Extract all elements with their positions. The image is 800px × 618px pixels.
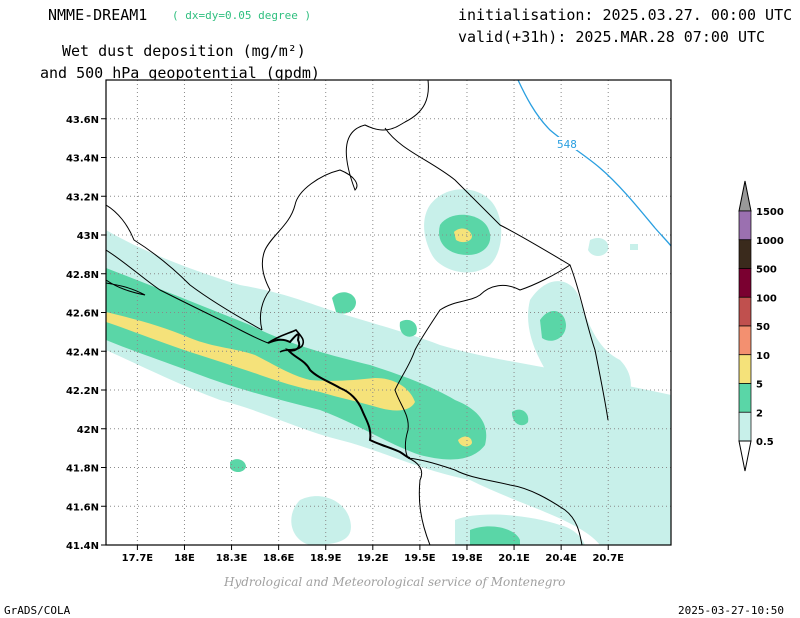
lon-label: 20.4E	[545, 553, 577, 564]
border-inland	[259, 80, 429, 331]
lon-label: 18.3E	[216, 553, 248, 564]
kotor-bay	[267, 328, 305, 353]
deposition-cell	[630, 244, 638, 250]
coast-croatia-2	[106, 279, 146, 296]
lat-label: 43.6N	[66, 115, 99, 126]
lon-label: 18.9E	[310, 553, 342, 564]
lat-label: 41.8N	[66, 464, 99, 475]
lat-label: 42.4N	[66, 347, 99, 358]
colorbar-level-label: 100	[756, 293, 777, 304]
latitude-axis: 43.6N 43.4N 43.2N 43N 42.8N 42.6N 42.4N 42.2N 42…	[66, 115, 106, 552]
lat-label: 43.2N	[66, 192, 99, 203]
deposition-patch-south	[291, 496, 351, 545]
generated-time: 2025-03-27-10:50	[678, 604, 784, 617]
colorbar-segment	[738, 354, 752, 384]
credit-text: Hydrological and Meteorological service …	[224, 575, 566, 589]
lat-label: 43.4N	[66, 154, 99, 165]
deposition-patch-2d	[540, 310, 566, 341]
colorbar-segment	[738, 383, 752, 413]
coast-albania	[407, 457, 431, 545]
deposition-patch-2f	[230, 459, 246, 473]
colorbar-legend: 1500 1000 500 100 50 10 5 2 0.5	[738, 180, 784, 472]
lat-label: 41.6N	[66, 502, 99, 513]
border-kosovo-albania	[569, 264, 609, 421]
colorbar-level-label: 5	[756, 380, 763, 391]
lat-label: 42.8N	[66, 270, 99, 281]
colorbar-top-arrow	[738, 180, 752, 212]
colorbar-level-label: 50	[756, 322, 770, 333]
map-title-line2: and 500 hPa geopotential (gpdm)	[40, 64, 320, 82]
lat-label: 42.6N	[66, 309, 99, 320]
longitude-axis: 17.7E 18E 18.3E 18.6E 18.9E 19.2E 19.5E 19.8E 20…	[122, 545, 624, 564]
colorbar-level-label: 2	[756, 408, 763, 419]
resolution-note: ( dx=dy=0.05 degree )	[172, 9, 312, 22]
deposition-patch-2b	[332, 292, 356, 314]
lon-label: 18E	[174, 553, 195, 564]
border-bih-montenegro	[106, 204, 263, 331]
lon-label: 20.7E	[592, 553, 624, 564]
country-borders	[106, 80, 609, 545]
border-albania	[394, 389, 409, 459]
colorbar-level-label: 500	[756, 265, 777, 276]
colorbar-segment	[738, 325, 752, 356]
colorbar-level-label: 0.5	[756, 437, 774, 448]
geopotential-contour-548	[517, 80, 671, 247]
border-south	[407, 457, 583, 545]
colorbar-segment	[738, 411, 752, 442]
colorbar-segment	[738, 268, 752, 298]
valid-time: valid(+31h): 2025.MAR.28 07:00 UTC	[458, 28, 766, 46]
lon-label: 19.2E	[357, 553, 389, 564]
model-name: NMME-DREAM1	[48, 6, 148, 24]
lon-label: 18.6E	[263, 553, 295, 564]
lat-label: 42.2N	[66, 386, 99, 397]
contour-label: 548	[557, 138, 577, 151]
colorbar-segment	[738, 210, 752, 241]
coast-croatia	[106, 249, 269, 344]
deposition-patch-ne	[588, 238, 609, 256]
montenegro-coast	[267, 333, 411, 459]
deposition-patch-2c	[399, 319, 417, 337]
colorbar-segment	[738, 296, 752, 327]
lon-label: 20.1E	[498, 553, 530, 564]
contour-label-bg	[553, 137, 577, 150]
deposition-shading	[106, 189, 671, 545]
colorbar-segment	[738, 239, 752, 269]
lon-label: 19.5E	[404, 553, 436, 564]
border-serbia	[384, 127, 571, 391]
lon-label: 19.8E	[451, 553, 483, 564]
colorbar-level-label: 1000	[756, 236, 784, 247]
lat-label: 41.4N	[66, 541, 99, 552]
colorbar-bottom-arrow	[738, 440, 752, 472]
deposition-band-2	[106, 268, 487, 460]
deposition-patch-2e	[470, 526, 520, 545]
software-label: GrADS/COLA	[4, 604, 71, 617]
lon-label: 17.7E	[122, 553, 154, 564]
map-title-line1: Wet dust deposition (mg/m²)	[62, 42, 306, 60]
deposition-patch-5c	[458, 436, 472, 447]
deposition-patch-2g	[512, 409, 529, 426]
colorbar-level-label: 10	[756, 351, 770, 362]
lat-label: 43N	[77, 231, 99, 242]
lat-label: 42N	[77, 425, 99, 436]
colorbar-level-label: 1500	[756, 207, 784, 218]
init-time: initialisation: 2025.03.27. 00:00 UTC	[458, 6, 793, 24]
